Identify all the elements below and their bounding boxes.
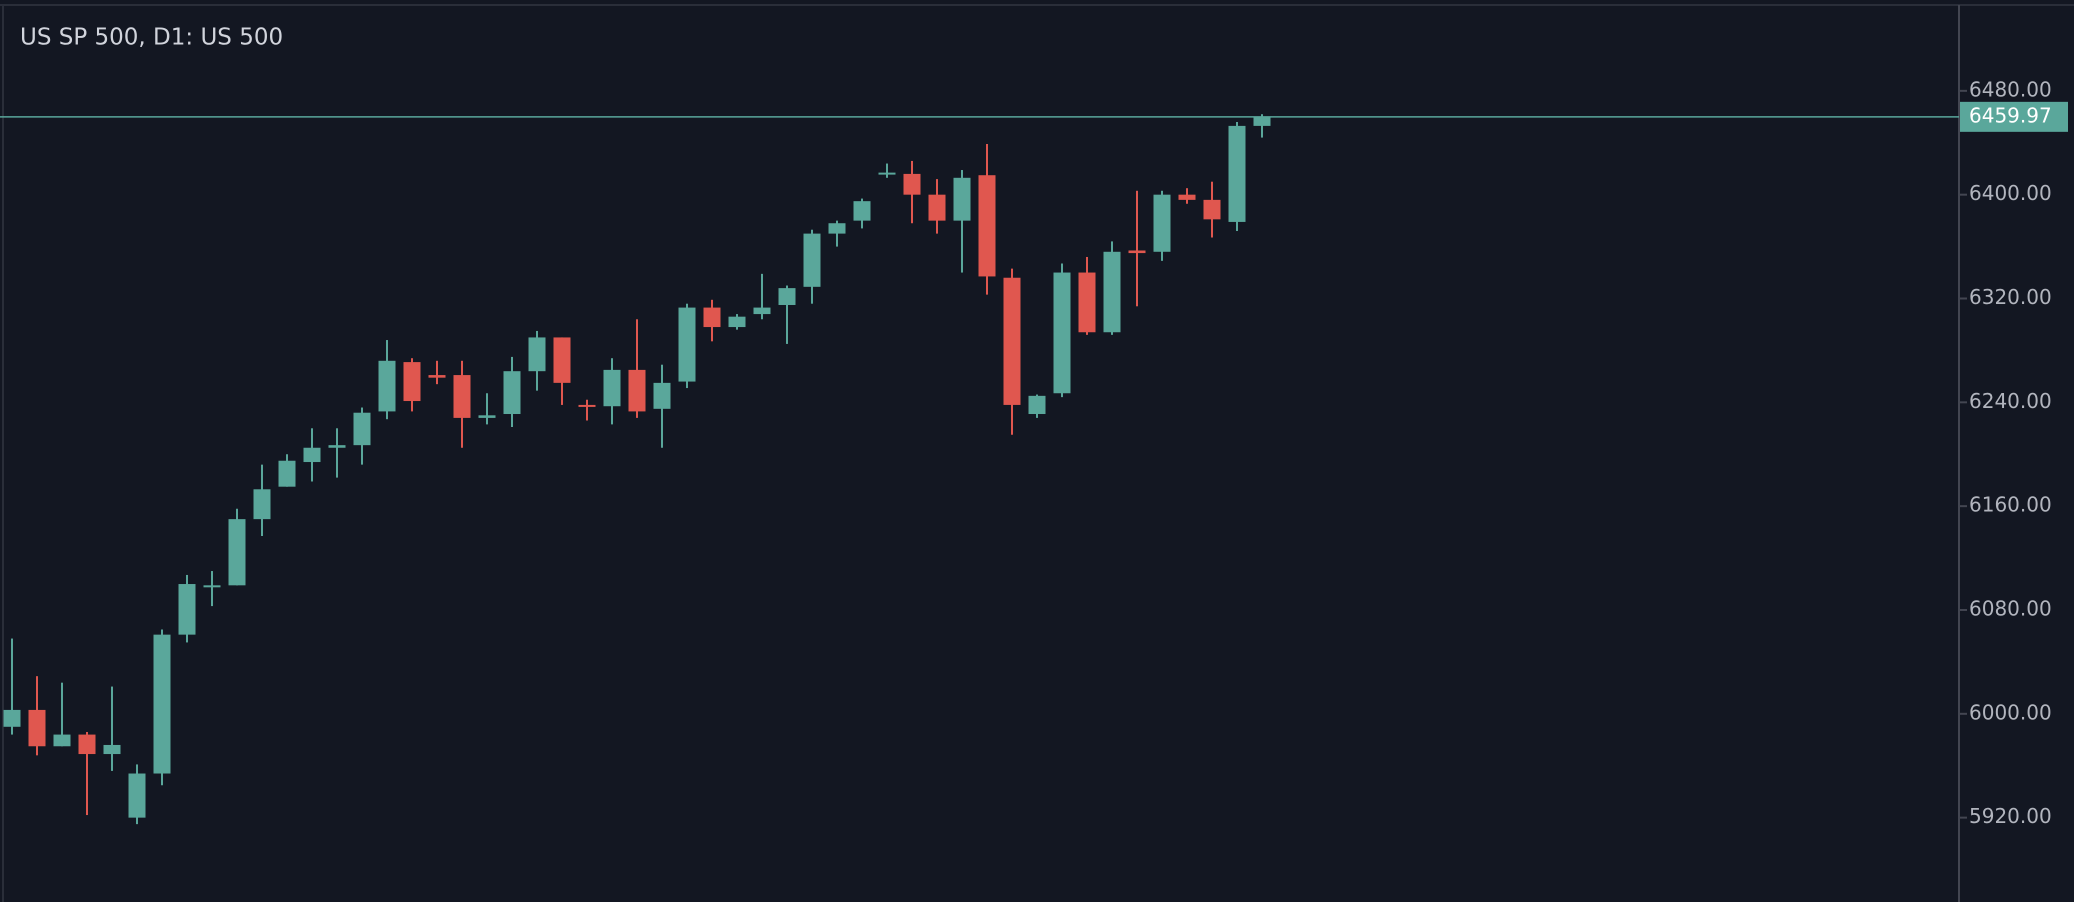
candle-body	[178, 584, 196, 635]
candle-body	[1253, 116, 1271, 126]
candle-body	[953, 177, 971, 221]
candle-body	[378, 360, 396, 412]
candle-body	[503, 371, 521, 415]
candle-body	[53, 734, 71, 747]
candle-body	[303, 447, 321, 463]
candle-body	[1078, 272, 1096, 333]
candle-body	[878, 172, 896, 175]
candle-body	[428, 375, 446, 378]
candle-body	[853, 201, 871, 221]
last-price-box	[1960, 101, 2068, 132]
candle-body	[628, 369, 646, 412]
candle-body	[553, 337, 571, 383]
y-tick-label: 6400.00	[1969, 181, 2052, 205]
candle-body	[278, 460, 296, 487]
y-tick-label: 6480.00	[1969, 77, 2052, 101]
candle-body	[478, 415, 496, 418]
candle-body	[528, 337, 546, 372]
y-tick-label: 6160.00	[1969, 493, 2052, 517]
last-price-label: 6459.97	[1969, 103, 2052, 127]
y-tick-label: 6080.00	[1969, 596, 2052, 620]
chart-title: US SP 500, D1: US 500	[20, 25, 283, 51]
candle-body	[653, 382, 671, 409]
candle-body	[353, 412, 371, 446]
candle-body	[203, 585, 221, 588]
candle-body	[453, 375, 471, 418]
candle-body	[753, 307, 771, 315]
y-tick-label: 5920.00	[1969, 804, 2052, 828]
candle-body	[578, 404, 596, 407]
candle-body	[603, 369, 621, 407]
candle-body	[703, 307, 721, 328]
candle-body	[153, 634, 171, 774]
candle-body	[103, 744, 121, 755]
candle-body	[403, 362, 421, 402]
candle-body	[1103, 251, 1121, 333]
candle-body	[728, 316, 746, 328]
candle-body	[678, 307, 696, 382]
candle-body	[3, 709, 21, 727]
candle-body	[903, 173, 921, 195]
candle-body	[803, 233, 821, 287]
candle-body	[978, 175, 996, 277]
candle-body	[1028, 395, 1046, 415]
candle-body	[78, 734, 96, 755]
y-tick-label: 6000.00	[1969, 700, 2052, 724]
candle-body	[28, 709, 46, 747]
y-tick-label: 6320.00	[1969, 285, 2052, 309]
candle-body	[1128, 250, 1146, 254]
candle-body	[1003, 277, 1021, 405]
candle-body	[1228, 125, 1246, 222]
candle-body	[128, 773, 146, 818]
y-tick-label: 6240.00	[1969, 389, 2052, 413]
candle-body	[1153, 194, 1171, 252]
candle-body	[228, 519, 246, 586]
candle-body	[1178, 194, 1196, 200]
candle-body	[1203, 199, 1221, 220]
candle-body	[1053, 272, 1071, 394]
candle-body	[778, 288, 796, 305]
candle-body	[253, 489, 271, 520]
candle-body	[828, 223, 846, 234]
candle-body	[328, 445, 346, 448]
candle-body	[928, 194, 946, 221]
